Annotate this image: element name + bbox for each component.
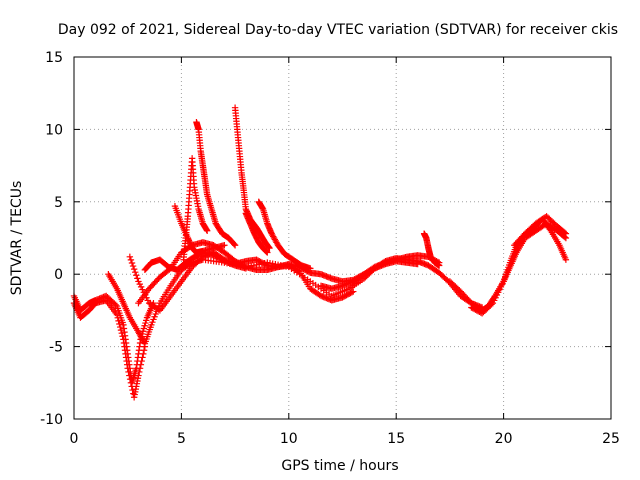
data-point-fill xyxy=(561,229,569,236)
x-tick-label: 15 xyxy=(387,431,405,447)
data-point-fill xyxy=(114,314,121,322)
data-point-fill xyxy=(132,269,139,276)
data-point xyxy=(350,288,357,295)
data-point-fill xyxy=(127,256,135,264)
x-tick-label: 20 xyxy=(495,431,513,447)
data-point-fill xyxy=(118,330,125,337)
y-tick-label: 10 xyxy=(45,122,63,138)
data-point-fill xyxy=(138,357,145,365)
data-point-fill xyxy=(129,262,137,270)
data-point xyxy=(221,242,228,249)
data-point-fill xyxy=(348,289,356,296)
data-point xyxy=(562,256,570,263)
data-point xyxy=(435,262,443,269)
data-point xyxy=(307,265,314,272)
data-point-fill xyxy=(139,354,146,361)
data-point-fill xyxy=(115,317,122,325)
data-point xyxy=(135,372,142,379)
series-arc-n xyxy=(420,230,443,269)
data-point-fill xyxy=(112,301,119,308)
data-point-fill xyxy=(133,272,140,279)
data-point-fill xyxy=(117,326,125,334)
x-tick-label: 10 xyxy=(280,431,298,447)
data-point xyxy=(124,365,131,372)
series-arc-j xyxy=(231,104,273,252)
y-tick-label: 0 xyxy=(54,267,63,283)
data-point-fill xyxy=(140,350,147,358)
series-arc-i xyxy=(193,118,239,249)
grid-lines xyxy=(74,57,611,419)
data-point xyxy=(414,260,421,268)
data-point-fill xyxy=(136,368,143,376)
data-point xyxy=(113,311,121,318)
y-axis-label: SDTVAR / TECUs xyxy=(9,181,25,296)
x-tick-label: 0 xyxy=(70,431,79,447)
data-point-fill xyxy=(116,320,123,328)
data-point-fill xyxy=(128,259,136,267)
x-tick-label: 25 xyxy=(602,431,620,447)
data-point-fill xyxy=(140,347,148,354)
data-point-fill xyxy=(231,241,238,248)
y-tick-label: -10 xyxy=(40,412,63,428)
series-arc-q xyxy=(511,213,570,249)
data-point-fill xyxy=(137,361,145,368)
axis-ticks: 0 5 10 15 20 25 -10 -5 0 5 10 15 xyxy=(40,50,620,447)
x-axis-label: GPS time / hours xyxy=(281,458,398,474)
data-point-fill xyxy=(125,368,132,376)
data-point-fill xyxy=(546,226,553,233)
data-point xyxy=(266,244,273,252)
data-point xyxy=(126,253,134,261)
x-tick-label: 5 xyxy=(177,431,186,447)
data-point-fill xyxy=(130,265,138,273)
data-point xyxy=(203,227,211,234)
series-arc-k xyxy=(242,210,271,256)
data-point-fill xyxy=(116,323,124,331)
data-point-fill xyxy=(127,379,135,386)
data-points xyxy=(70,104,570,401)
data-point xyxy=(231,242,239,249)
series-arc-m xyxy=(317,252,443,292)
series-arc-b xyxy=(70,297,149,401)
data-point-fill xyxy=(126,375,134,383)
series-arc-l xyxy=(255,198,314,272)
data-point xyxy=(562,230,570,237)
data-point-fill xyxy=(134,275,141,282)
plot-frame xyxy=(73,56,612,420)
data-point-fill xyxy=(136,365,144,372)
data-point-fill xyxy=(488,301,495,308)
data-point xyxy=(264,249,271,256)
data-point-fill xyxy=(119,333,126,340)
chart-title: Day 092 of 2021, Sidereal Day-to-day VTE… xyxy=(58,22,618,38)
data-point-fill xyxy=(126,372,133,379)
y-tick-label: -5 xyxy=(49,340,63,356)
y-tick-label: 15 xyxy=(45,50,63,66)
series-arc-h xyxy=(180,155,211,263)
series-arc-p xyxy=(468,215,570,317)
y-tick-label: 5 xyxy=(54,195,63,211)
